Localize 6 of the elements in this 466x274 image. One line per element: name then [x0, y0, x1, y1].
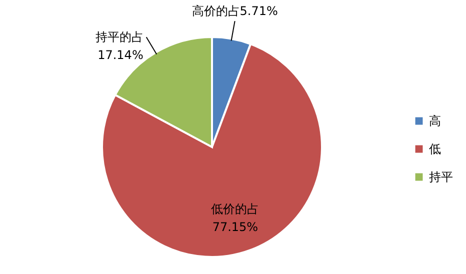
legend-label: 持平	[429, 170, 453, 184]
legend-label: 低	[429, 142, 441, 156]
data-label: 高价的占5.71%	[192, 4, 278, 18]
legend-label: 高	[429, 114, 441, 128]
data-label: 低价的占 77.15%	[211, 202, 260, 234]
data-label: 持平的占 17.14%	[95, 30, 144, 62]
